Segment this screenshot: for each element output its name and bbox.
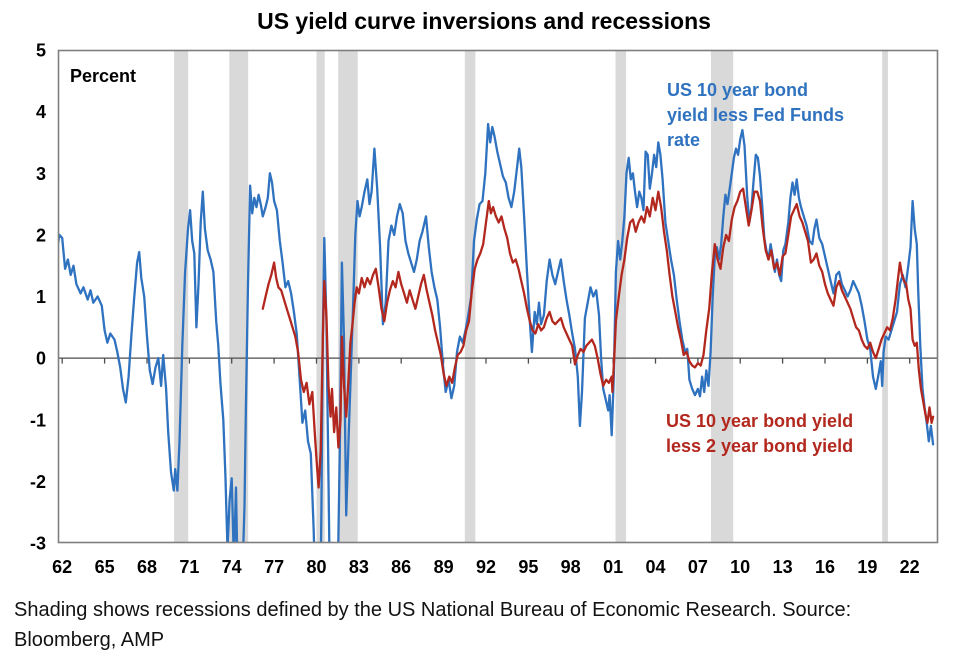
recession-band [882,50,888,543]
recession-band [615,50,627,543]
x-tick-label: 65 [95,557,115,577]
source-caption: Shading shows recessions defined by the … [14,595,959,655]
plot-border [57,49,939,544]
y-tick-label: 0 [36,349,46,369]
x-tick-label: 10 [730,557,750,577]
y-tick-label: 2 [36,225,46,245]
y-tick-label: 5 [36,41,46,61]
y-tick-label: 1 [36,287,46,307]
x-tick-label: 16 [815,557,835,577]
x-tick-label: 95 [518,557,538,577]
y-tick-label: 3 [36,164,46,184]
series-label-line: US 10 year bond [667,80,809,100]
y-tick-label: -2 [30,472,46,492]
series-label-line: US 10 year bond yield [666,411,854,431]
x-tick-label: 71 [179,557,199,577]
recession-band [710,50,734,543]
recession-band [174,50,189,543]
x-tick-label: 92 [476,557,496,577]
x-tick-label: 19 [857,557,877,577]
x-tick-label: 89 [434,557,454,577]
series-label-10y-less-2y: US 10 year bond yield less 2 year bond y… [666,409,853,459]
x-tick-label: 13 [773,557,793,577]
recession-band [229,50,249,543]
x-tick-label: 74 [222,557,242,577]
caption-line-1: Shading shows recessions defined by the … [14,599,852,621]
recession-band [338,50,358,543]
caption-line-2: Bloomberg, AMP [14,629,165,651]
x-tick-label: 80 [306,557,326,577]
x-tick-label: 22 [900,557,920,577]
x-tick-label: 07 [688,557,708,577]
red-series-line [261,187,935,489]
y-tick-label: -3 [30,534,46,554]
x-tick-label: 62 [52,557,72,577]
y-tick-label: 4 [36,102,46,122]
series-label-line: yield less Fed Funds [667,105,845,125]
x-tick-label: 86 [391,557,411,577]
x-tick-label: 83 [349,557,369,577]
series-label-line: rate [667,130,701,150]
x-tick-label: 68 [137,557,157,577]
y-tick-label: -1 [30,410,46,430]
chart-title: US yield curve inversions and recessions [257,8,711,34]
blue-series-line [58,122,935,543]
x-tick-label: 77 [264,557,284,577]
x-tick-label: 01 [603,557,623,577]
x-tick-label: 98 [561,557,581,577]
recession-band [316,50,325,543]
y-axis-unit-label: Percent [70,66,137,86]
x-tick-label: 04 [645,557,665,577]
series-label-10y-less-fed-funds: US 10 year bond yield less Fed Funds rat… [667,78,844,153]
series-label-line: less 2 year bond yield [666,436,854,456]
